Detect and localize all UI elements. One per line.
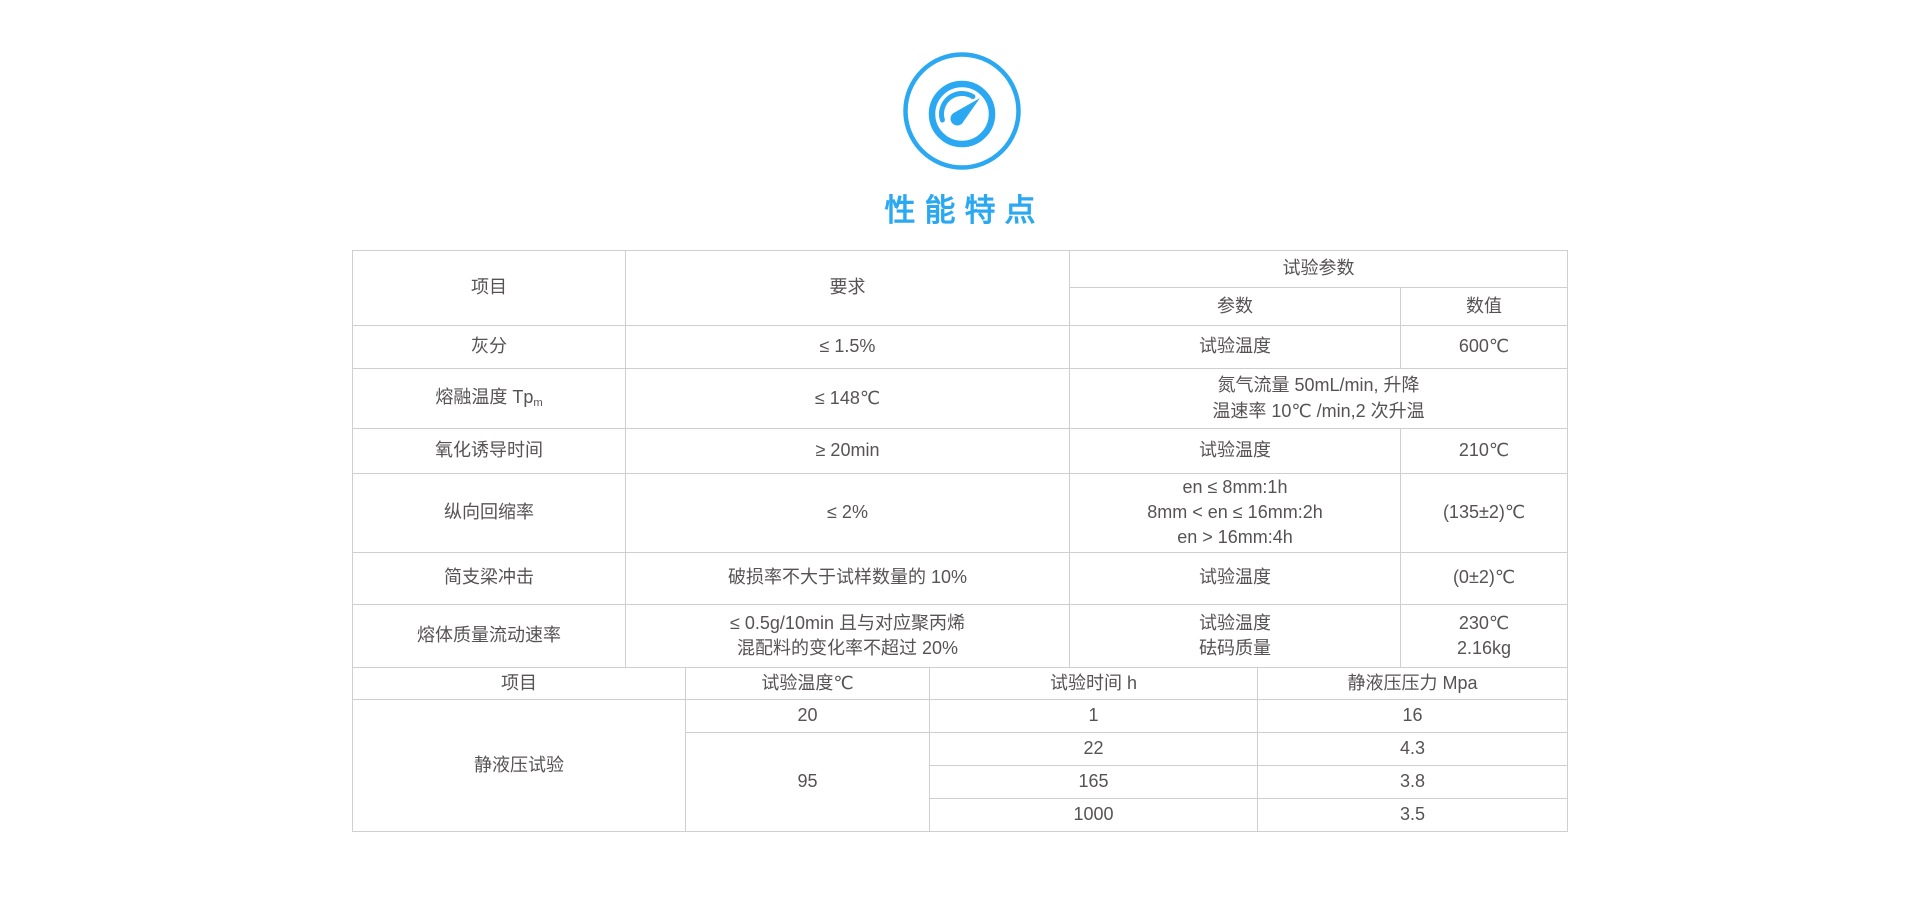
spec-header-param: 参数 [1069,287,1401,326]
table-row: 纵向回缩率 ≤ 2% en ≤ 8mm:1h 8mm < en ≤ 16mm:2… [352,473,1568,553]
hydro-header-row: 项目 试验温度℃ 试验时间 h 静液压压力 Mpa [352,667,1568,700]
cell-pressure: 3.8 [1257,765,1568,799]
spec-header-row-1: 项目 要求 试验参数 [352,250,1568,326]
cell-value: 600℃ [1400,325,1568,369]
cell-param: 试验温度 砝码质量 [1069,603,1401,669]
cell-param: 试验温度 [1069,325,1401,369]
table-row: 氧化诱导时间 ≥ 20min 试验温度 210℃ [352,428,1568,474]
spec-header-row-2: 参数 数值 [353,287,1568,326]
hydro-header-temperature: 试验温度℃ [685,667,930,700]
spec-header-value: 数值 [1400,287,1568,326]
item-subscript: m [533,397,543,410]
table-row: 1000 3.5 [353,798,1568,832]
cell-value: (0±2)℃ [1400,551,1568,605]
cell-value: 230℃ 2.16kg [1400,603,1568,669]
hydro-header-item: 项目 [352,667,686,700]
gauge-icon [901,50,1023,172]
cell-item: 静液压试验 [352,699,686,832]
cell-item: 纵向回缩率 [352,473,626,553]
table-row: 简支梁冲击 破损率不大于试样数量的 10% 试验温度 (0±2)℃ [352,551,1568,605]
cell-temperature: 20 [685,699,930,733]
cell-requirement: ≤ 0.5g/10min 且与对应聚丙烯 混配料的变化率不超过 20% [625,603,1070,669]
cell-value: (135±2)℃ [1400,473,1568,553]
cell-pressure: 16 [1257,699,1568,733]
hydro-table: 项目 试验温度℃ 试验时间 h 静液压压力 Mpa 静液压试验 20 1 16 … [352,667,1568,832]
spec-header-requirement: 要求 [625,250,1070,326]
cell-pressure: 3.5 [1257,798,1568,832]
section-title: 性能特点 [884,193,1045,228]
table-row: 静液压试验 20 1 16 [352,699,1568,832]
cell-time: 165 [929,765,1258,799]
cell-item: 熔融温度 Tpm [352,368,626,429]
cell-time: 1 [929,699,1258,733]
cell-requirement: 破损率不大于试样数量的 10% [625,551,1070,605]
cell-item: 简支梁冲击 [352,551,626,605]
table-row: 灰分 ≤ 1.5% 试验温度 600℃ [352,325,1568,369]
cell-value: 210℃ [1400,428,1568,474]
hydro-header-time: 试验时间 h [929,667,1258,700]
cell-requirement: ≤ 2% [625,473,1070,553]
cell-item: 熔体质量流动速率 [352,603,626,669]
table-row: 95 22 4.3 [353,732,1568,832]
hydro-header-pressure: 静液压压力 Mpa [1257,667,1568,700]
cell-param-value-merged: 氮气流量 50mL/min, 升降 温速率 10℃ /min,2 次升温 [1069,368,1568,429]
table-row: 熔融温度 Tpm ≤ 148℃ 氮气流量 50mL/min, 升降 温速率 10… [352,368,1568,429]
cell-requirement: ≤ 148℃ [625,368,1070,429]
cell-time: 1000 [929,798,1258,832]
cell-item: 灰分 [352,325,626,369]
table-row: 熔体质量流动速率 ≤ 0.5g/10min 且与对应聚丙烯 混配料的变化率不超过… [352,603,1568,669]
table-row: 165 3.8 [353,765,1568,799]
cell-param: 试验温度 [1069,428,1401,474]
spec-header-item: 项目 [352,250,626,326]
cell-requirement: ≤ 1.5% [625,325,1070,369]
cell-item: 氧化诱导时间 [352,428,626,474]
cell-param: en ≤ 8mm:1h 8mm < en ≤ 16mm:2h en > 16mm… [1069,473,1401,553]
cell-param: 试验温度 [1069,551,1401,605]
spec-table: 项目 要求 试验参数 参数 数值 灰分 ≤ 1.5% 试验温度 600℃ 熔融温… [352,250,1568,669]
cell-requirement: ≥ 20min [625,428,1070,474]
item-text: 熔融温度 Tp [435,387,534,408]
cell-temperature: 95 [685,732,930,832]
cell-time: 22 [929,732,1258,766]
cell-pressure: 4.3 [1257,732,1568,766]
spec-header-test-params: 试验参数 [1069,250,1568,288]
